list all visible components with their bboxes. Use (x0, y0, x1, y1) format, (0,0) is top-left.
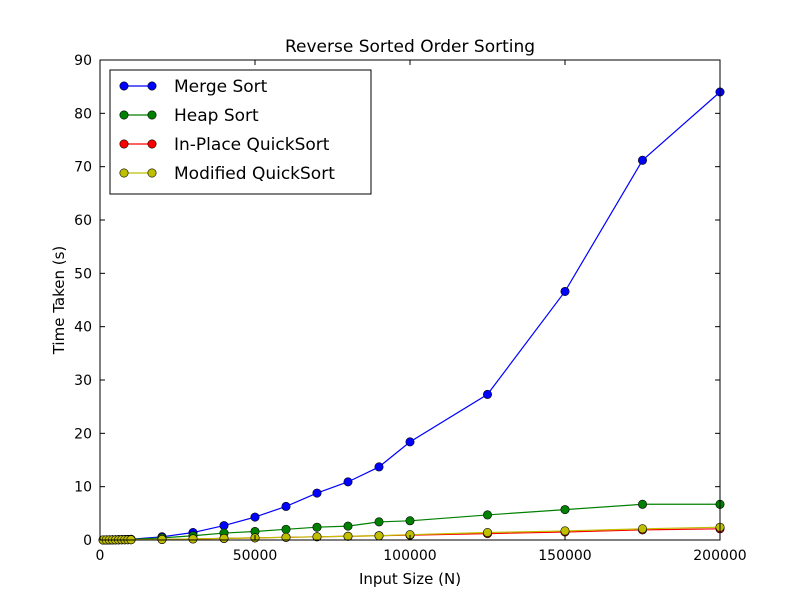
data-point (637, 499, 647, 509)
y-tick-label: 50 (74, 266, 92, 282)
x-tick-label: 100000 (383, 548, 436, 564)
legend-item: Modified QuickSort (119, 164, 335, 184)
data-point (281, 524, 291, 534)
data-point (219, 533, 229, 543)
data-point (281, 532, 291, 542)
data-point (560, 286, 570, 296)
data-point (374, 462, 384, 472)
legend-marker (147, 110, 157, 120)
y-tick-label: 60 (74, 213, 92, 229)
data-point (281, 501, 291, 511)
y-tick-label: 70 (74, 160, 92, 176)
y-tick-label: 40 (74, 320, 92, 336)
data-point (637, 155, 647, 165)
y-tick-label: 0 (83, 533, 92, 549)
legend-marker (119, 139, 129, 149)
legend-marker (119, 168, 129, 178)
y-tick-label: 10 (74, 480, 92, 496)
y-axis-label: Time Taken (s) (50, 246, 68, 356)
x-tick-label: 0 (96, 548, 105, 564)
data-point (560, 505, 570, 515)
y-tick-label: 20 (74, 426, 92, 442)
data-point (374, 531, 384, 541)
data-point (250, 512, 260, 522)
legend-label: Modified QuickSort (174, 164, 335, 184)
data-point (312, 532, 322, 542)
legend-label: Merge Sort (174, 77, 268, 97)
legend-marker (147, 168, 157, 178)
data-point (405, 516, 415, 526)
legend: Merge Sort Heap Sort In-Place QuickSort Mod… (109, 69, 372, 195)
data-point (343, 521, 353, 531)
y-tick-label: 90 (74, 53, 92, 69)
legend-item: Merge Sort (119, 77, 268, 97)
legend-marker (119, 81, 129, 91)
data-point (405, 437, 415, 447)
data-point (482, 510, 492, 520)
chart-title: Reverse Sorted Order Sorting (285, 37, 535, 57)
axes-layer: 0 50000 100000 150000 200000 0 10 20 30 40 50 60 70 8… (74, 53, 747, 564)
legend-marker (147, 139, 157, 149)
data-point (374, 517, 384, 527)
data-point (312, 522, 322, 532)
data-point (343, 477, 353, 487)
data-point (188, 534, 198, 544)
legend-item: In-Place QuickSort (119, 135, 330, 155)
x-tick-label: 200000 (693, 548, 746, 564)
x-tick-label: 50000 (233, 548, 278, 564)
x-tick-label: 150000 (538, 548, 591, 564)
legend-marker (119, 110, 129, 120)
data-point (312, 488, 322, 498)
data-point (343, 531, 353, 541)
legend-marker (147, 81, 157, 91)
legend-label: In-Place QuickSort (174, 135, 330, 155)
data-point (637, 524, 647, 534)
y-tick-label: 30 (74, 373, 92, 389)
data-point (482, 389, 492, 399)
y-tick-label: 80 (74, 106, 92, 122)
data-point (482, 528, 492, 538)
data-point (157, 534, 167, 544)
legend-label: Heap Sort (174, 106, 259, 126)
data-point (560, 526, 570, 536)
x-axis-label: Input Size (N) (359, 570, 461, 588)
data-point (219, 521, 229, 531)
legend-item: Heap Sort (119, 106, 259, 126)
